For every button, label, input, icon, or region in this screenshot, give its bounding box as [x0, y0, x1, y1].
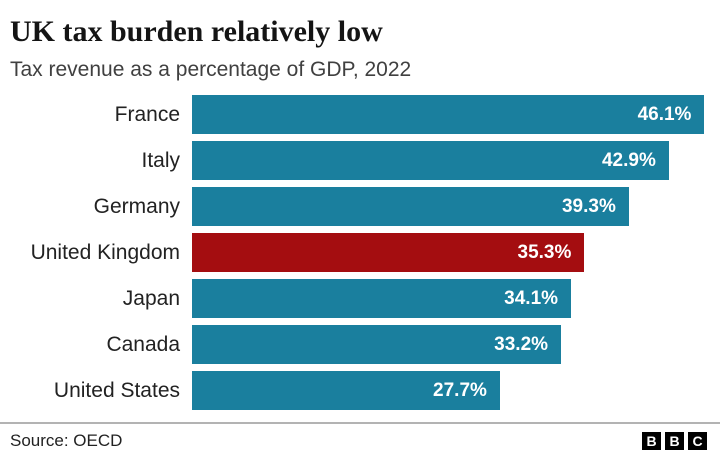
bar-track: 34.1% [192, 279, 720, 318]
value-label: 27.7% [433, 379, 487, 401]
bar: 34.1% [192, 279, 572, 318]
category-label: Japan [122, 286, 180, 310]
category-label: United Kingdom [30, 240, 180, 264]
bar-track: 39.3% [192, 187, 720, 226]
bar-chart: France 46.1% Italy 42.9% Germany 39.3% United … [0, 95, 720, 410]
bar-highlighted: 35.3% [192, 233, 585, 272]
bar-row: Italy 42.9% [0, 141, 720, 180]
chart-subtitle: Tax revenue as a percentage of GDP, 2022 [10, 58, 412, 81]
category-label: Italy [141, 148, 180, 172]
value-label: 42.9% [601, 149, 656, 171]
value-label: 34.1% [504, 287, 559, 309]
bbc-logo-block: B [642, 431, 661, 450]
bar-track: 46.1% [192, 95, 720, 134]
bar: 27.7% [192, 371, 500, 410]
bar-row: Germany 39.3% [0, 187, 720, 226]
value-label: 35.3% [517, 241, 572, 263]
bar: 46.1% [192, 95, 705, 134]
bar-row: United Kingdom 35.3% [0, 233, 720, 272]
bar: 33.2% [192, 325, 562, 364]
bar: 39.3% [192, 187, 629, 226]
bar-row: Japan 34.1% [0, 279, 720, 318]
bar-track: 27.7% [192, 371, 720, 410]
bar-row: France 46.1% [0, 95, 720, 134]
bar-track: 42.9% [192, 141, 720, 180]
bbc-logo-block: B [665, 431, 684, 450]
source-label: Source: OECD [10, 431, 123, 450]
category-label: United States [53, 378, 180, 402]
bar-row: United States 27.7% [0, 371, 720, 410]
value-label: 39.3% [561, 195, 616, 217]
category-label: Canada [106, 332, 180, 356]
bbc-logo-block: C [688, 431, 707, 450]
value-label: 33.2% [494, 333, 549, 355]
category-label: France [114, 102, 180, 126]
value-label: 46.1% [637, 103, 692, 125]
bar-track: 33.2% [192, 325, 720, 364]
category-label: Germany [93, 194, 180, 218]
bar-track: 35.3% [192, 233, 720, 272]
bar: 42.9% [192, 141, 669, 180]
bar-row: Canada 33.2% [0, 325, 720, 364]
chart-title: UK tax burden relatively low [10, 15, 383, 48]
